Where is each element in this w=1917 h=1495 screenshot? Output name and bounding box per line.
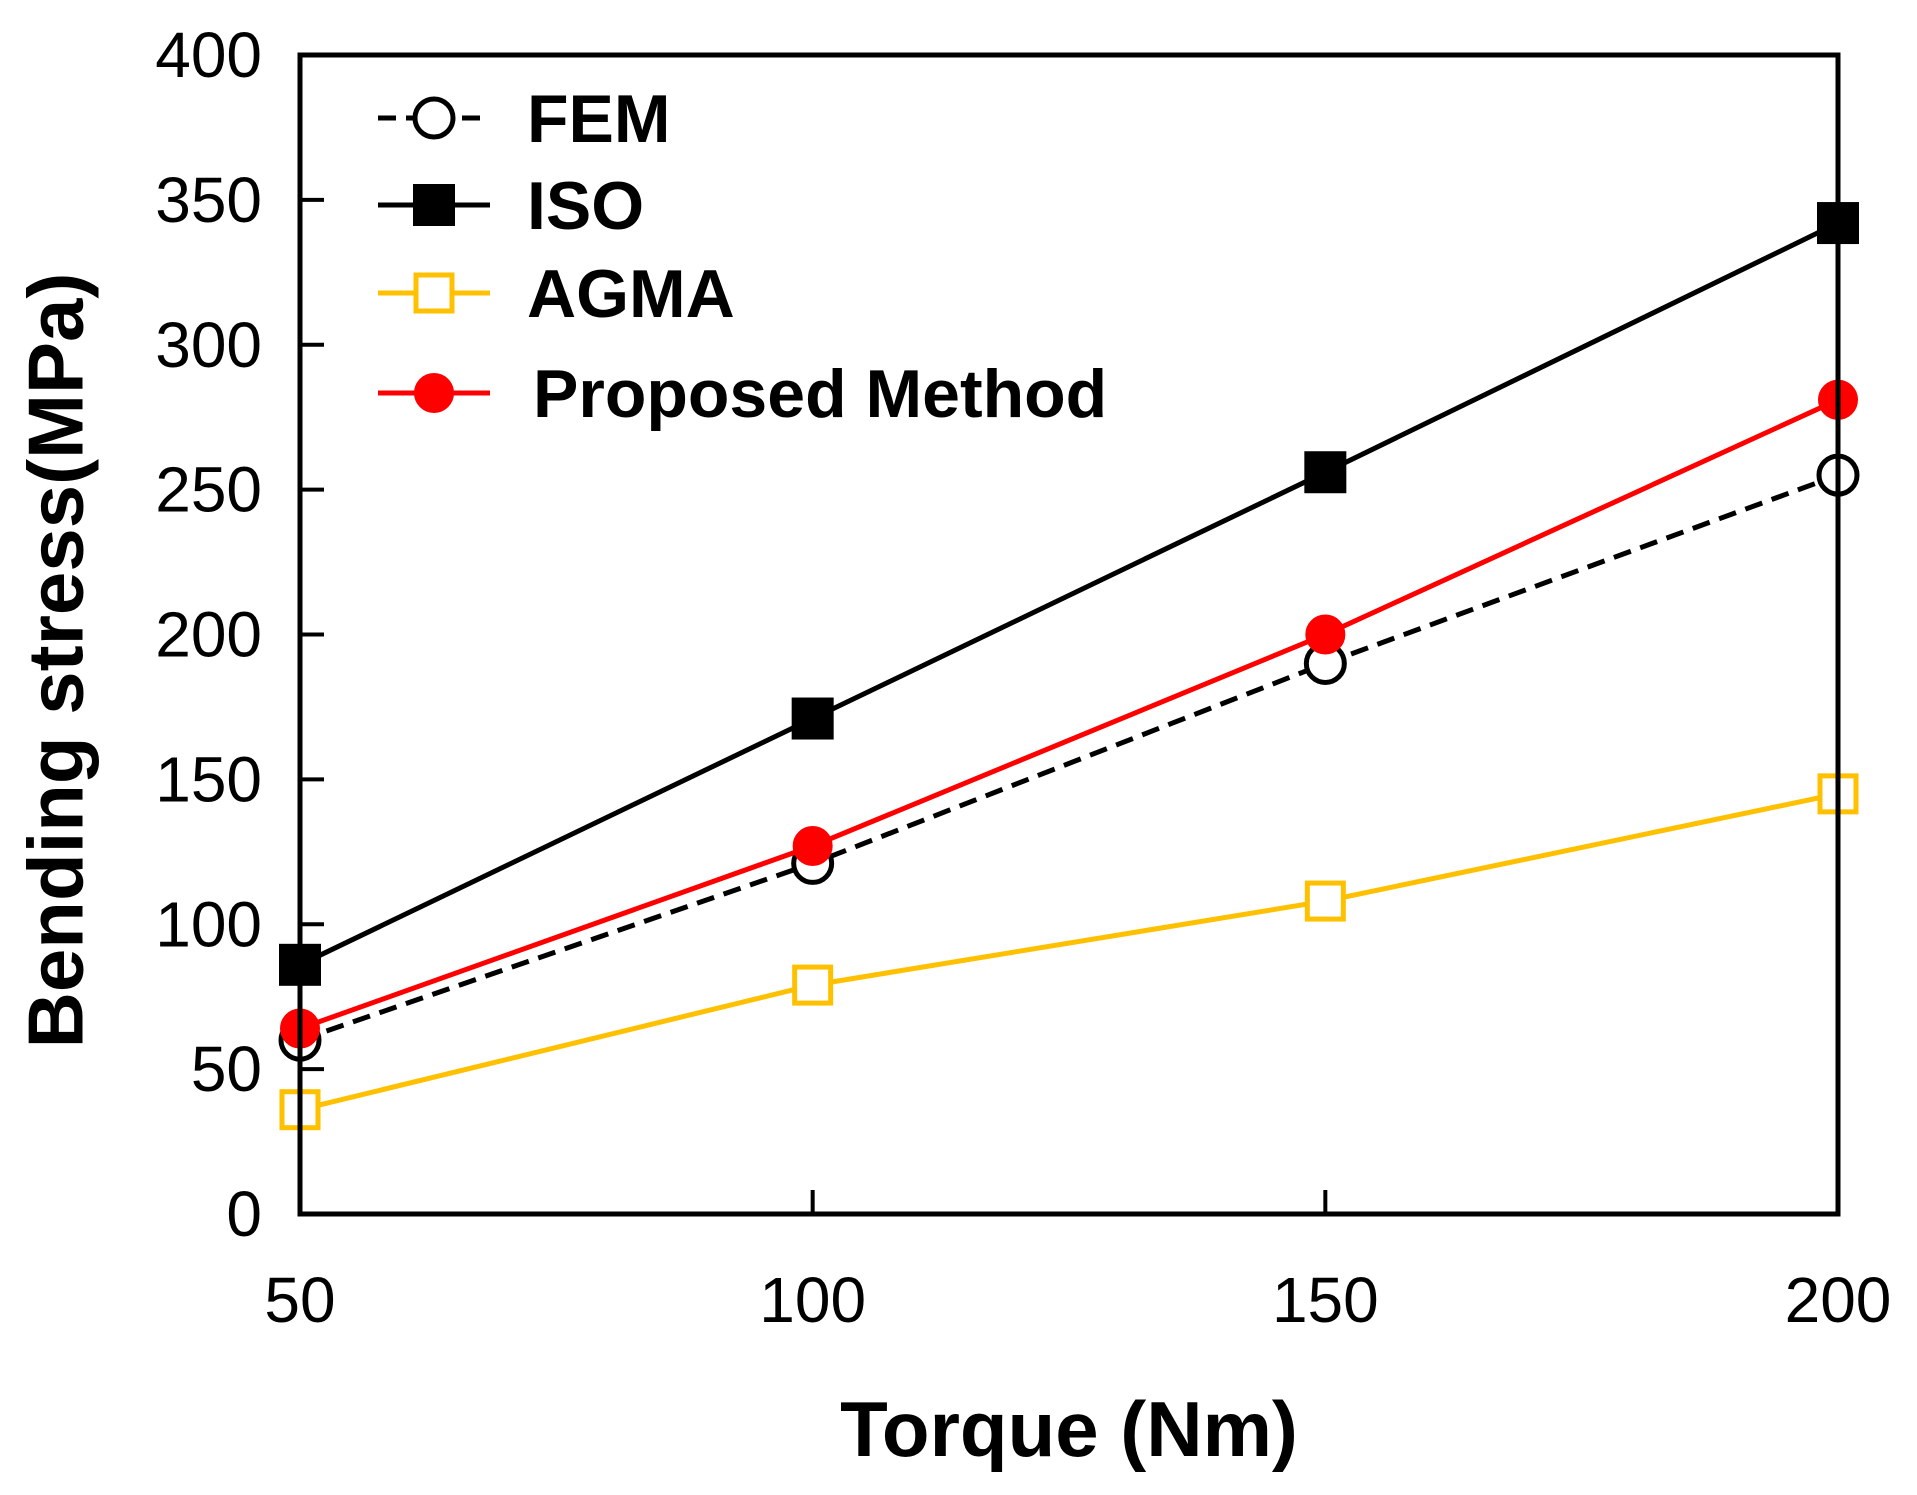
legend-label: ISO xyxy=(527,168,644,244)
y-axis-title: Bending stress(MPa) xyxy=(12,273,100,1049)
y-tick-label: 50 xyxy=(191,1033,262,1105)
legend-marker xyxy=(413,184,455,226)
legend-marker xyxy=(412,96,456,140)
series-iso xyxy=(279,202,1859,986)
legend-label: Proposed Method xyxy=(533,356,1107,432)
series-proposed-method xyxy=(280,379,1858,1049)
data-point-proposed-method xyxy=(1305,614,1346,655)
y-tick-label: 350 xyxy=(155,164,262,236)
series-fem xyxy=(278,453,1860,1062)
y-tick-label: 300 xyxy=(155,309,262,381)
y-tick-label: 200 xyxy=(155,599,262,671)
legend-item-iso: ISO xyxy=(378,168,644,244)
x-tick-label: 150 xyxy=(1272,1264,1379,1336)
series-line-proposed-method xyxy=(299,397,1840,1031)
legend: FEM ISO AGMA Proposed Method xyxy=(378,81,1107,432)
data-point-agma xyxy=(792,964,834,1006)
y-tick-label: 0 xyxy=(226,1178,262,1250)
series-line-iso xyxy=(298,220,1840,968)
legend-item-agma: AGMA xyxy=(378,256,735,332)
y-tick-label: 150 xyxy=(155,743,262,815)
x-tick-label: 50 xyxy=(264,1264,335,1336)
legend-item-fem: FEM xyxy=(378,81,671,157)
x-axis-title: Torque (Nm) xyxy=(840,1385,1298,1473)
data-point-iso xyxy=(1304,451,1347,494)
y-tick-label: 250 xyxy=(155,454,262,526)
y-tick-label: 400 xyxy=(155,19,262,91)
legend-item-proposed-method: Proposed Method xyxy=(378,356,1107,432)
legend-label: AGMA xyxy=(527,256,735,332)
series-line-agma xyxy=(299,791,1839,1113)
data-point-iso xyxy=(791,697,834,740)
legend-marker xyxy=(413,272,455,314)
x-tick-label: 100 xyxy=(759,1264,866,1336)
legend-label: FEM xyxy=(527,81,671,157)
series-layer xyxy=(278,202,1860,1131)
data-point-proposed-method xyxy=(792,826,833,867)
x-tick-label: 200 xyxy=(1785,1264,1892,1336)
data-point-agma xyxy=(1304,880,1346,922)
legend-marker xyxy=(414,373,454,413)
y-tick-label: 100 xyxy=(155,888,262,960)
series-line-fem xyxy=(299,472,1839,1043)
